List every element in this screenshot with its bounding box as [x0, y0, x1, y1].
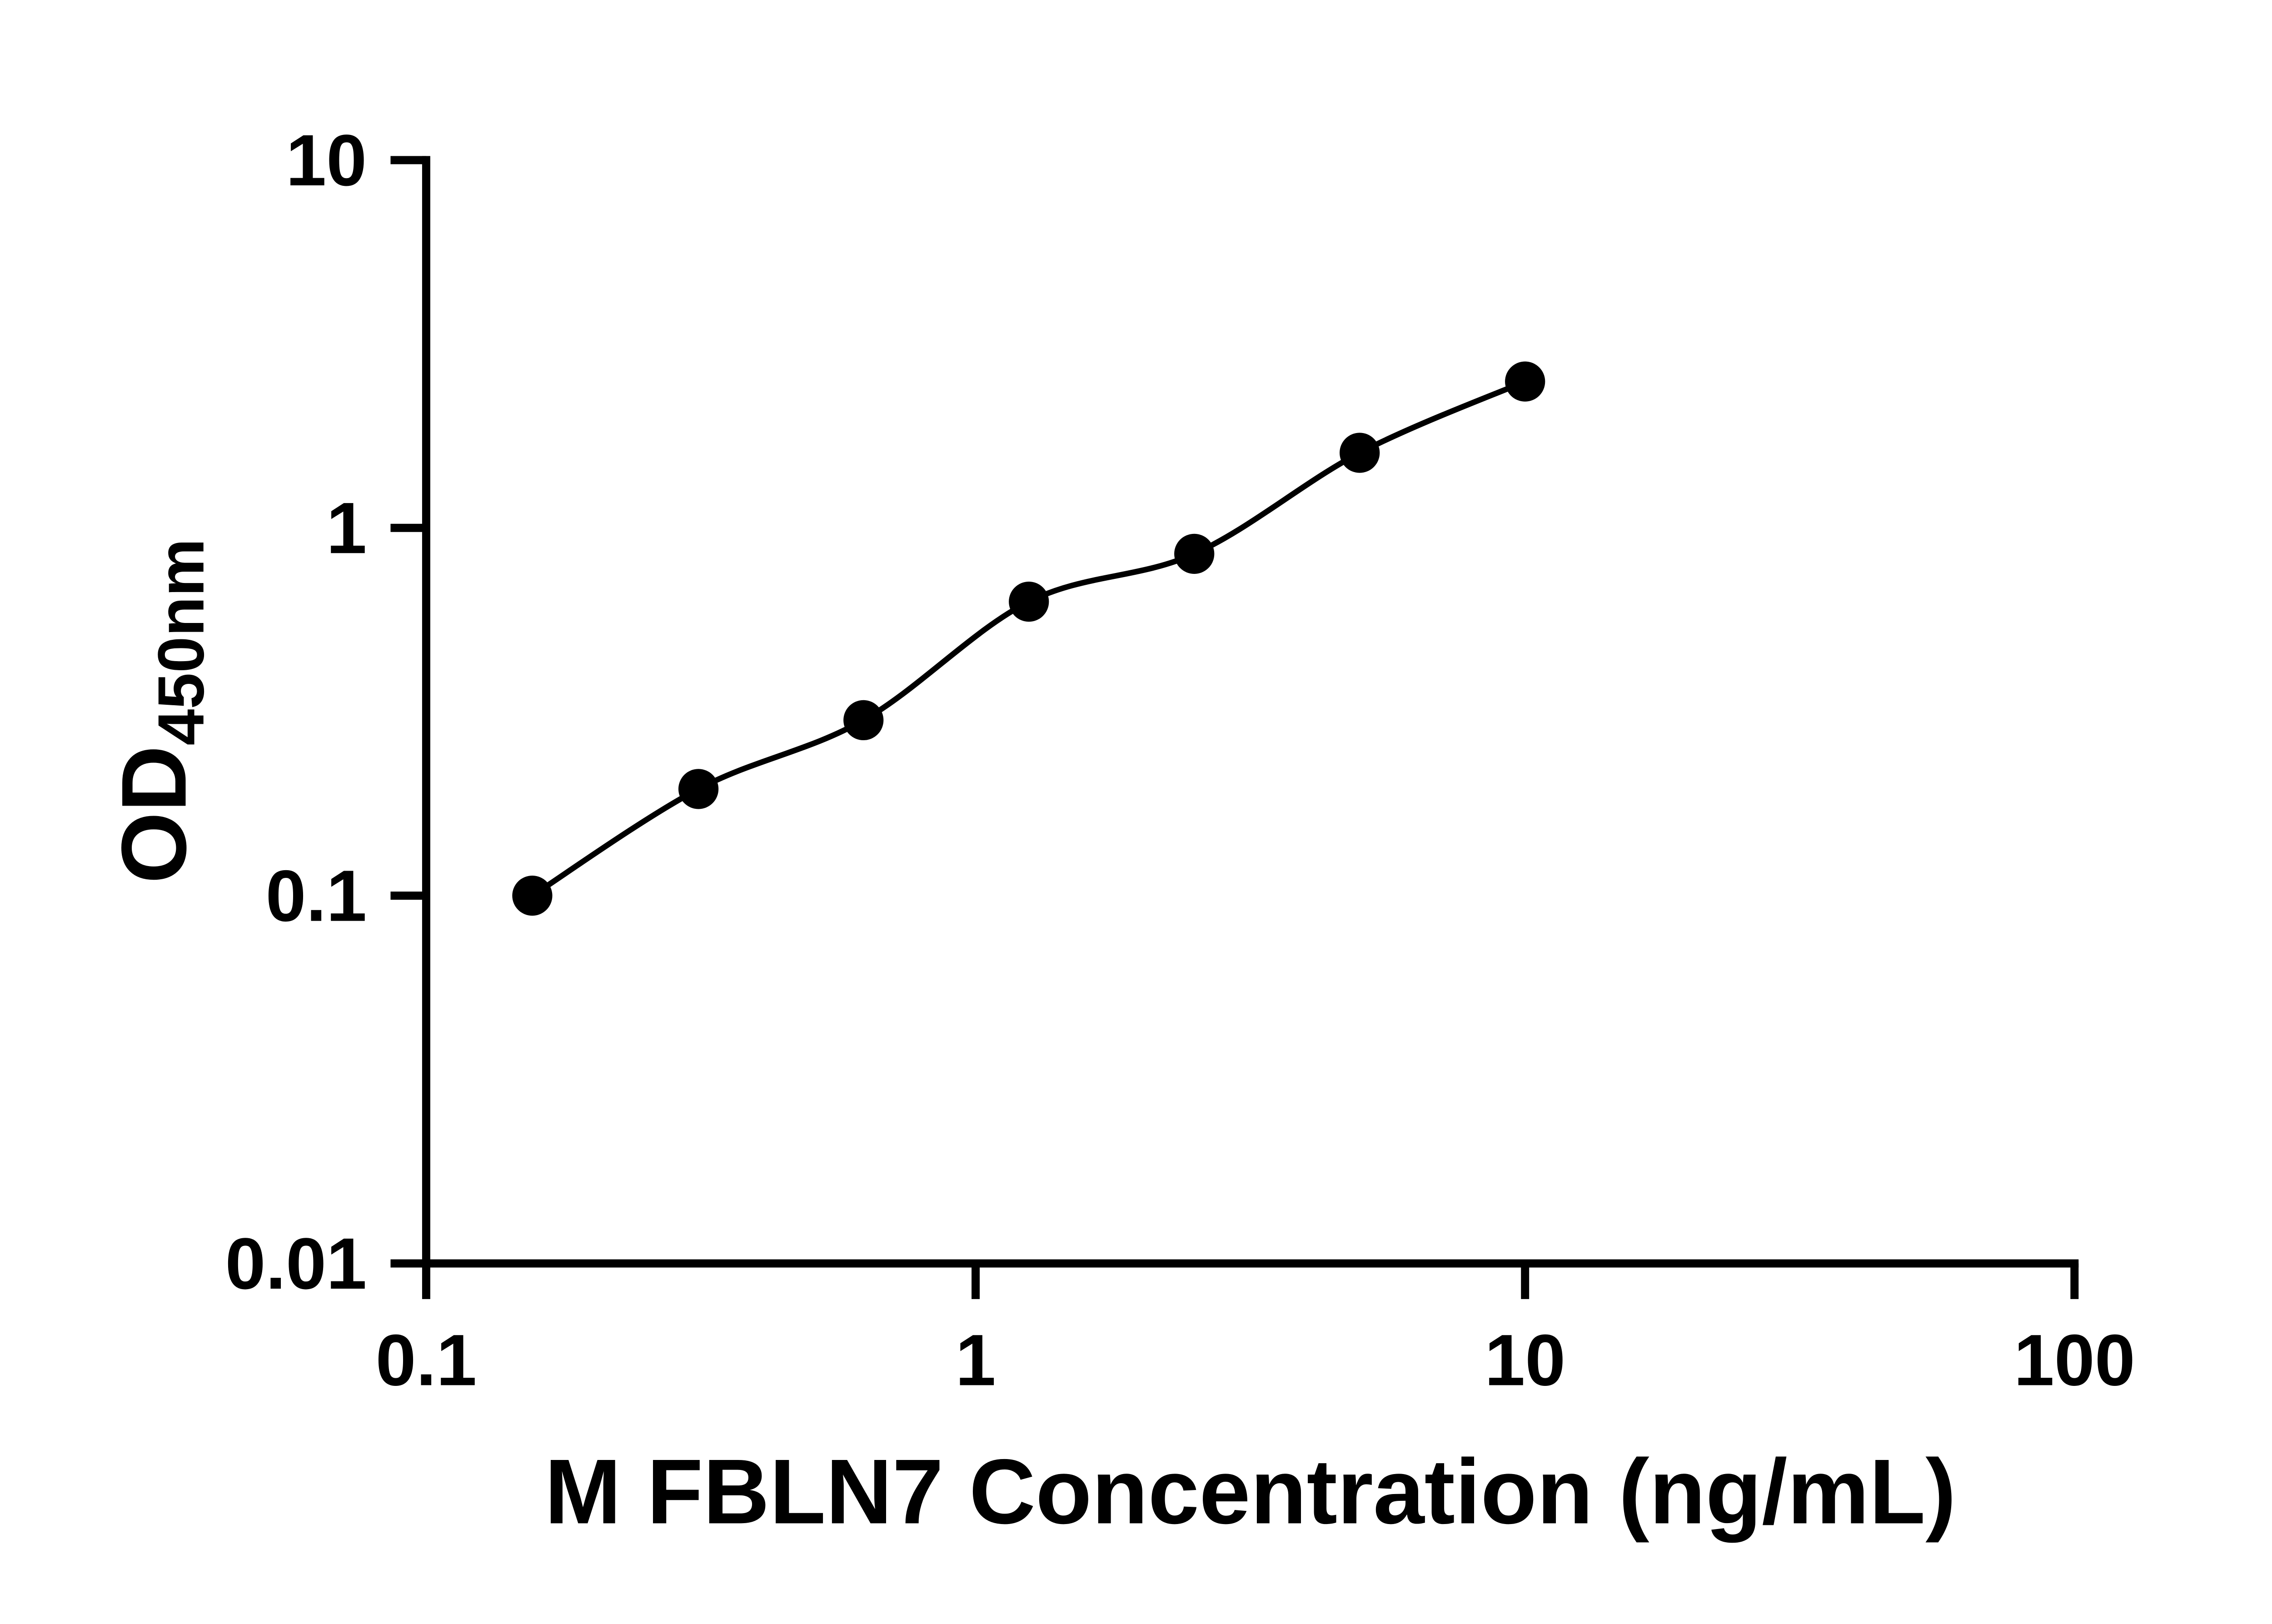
y-tick-label-0.01: 0.01 [225, 1223, 367, 1304]
y-tick-label-1: 1 [326, 487, 367, 568]
axis-lines [422, 156, 2079, 1268]
x-tick-label-1: 1 [956, 1319, 996, 1400]
y-tick-label-10: 10 [286, 120, 367, 201]
data-point-5 [1340, 433, 1380, 473]
x-tick-label-0.1: 0.1 [376, 1319, 477, 1400]
data-point-4 [1174, 533, 1215, 574]
x-tick-label-100: 100 [2014, 1319, 2135, 1400]
y-axis-title: OD450nm [102, 538, 217, 883]
data-point-6 [1505, 361, 1545, 402]
y-tick-label-0.1: 0.1 [266, 855, 367, 937]
data-point-0 [512, 875, 553, 916]
y-axis-title-main: OD [102, 746, 205, 884]
x-tick-label-10: 10 [1485, 1319, 1565, 1400]
y-axis-title-sub: 450nm [145, 538, 218, 746]
data-point-3 [1009, 582, 1049, 622]
x-axis-title: M FBLN7 Concentration (ng/mL) [544, 1440, 1956, 1543]
data-point-1 [678, 769, 719, 809]
data-point-2 [843, 700, 884, 741]
